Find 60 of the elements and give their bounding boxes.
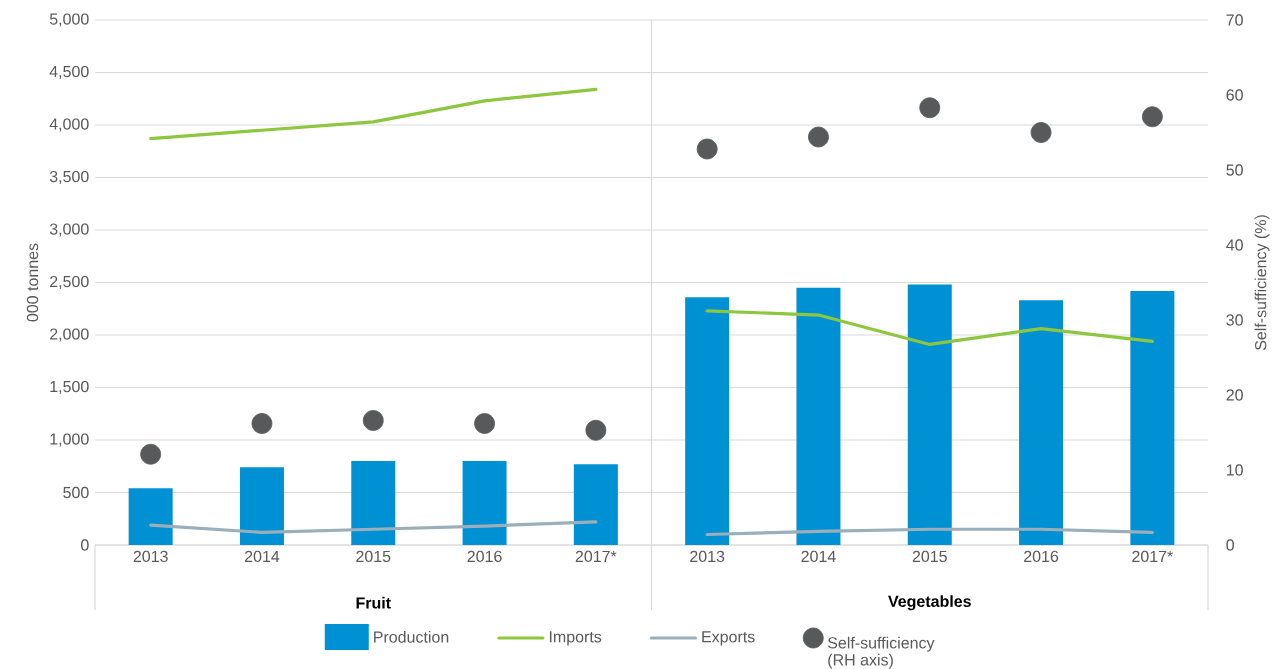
x-tick-label: 2015: [912, 550, 947, 563]
point: [808, 126, 829, 148]
x-tick-label: 2014: [244, 550, 280, 563]
bar: [796, 287, 841, 545]
y-tick-label: 2,500: [50, 275, 89, 290]
y-tick-label: 4,000: [49, 118, 89, 132]
line-series: [705, 309, 1154, 347]
point: [1030, 122, 1052, 143]
point: [140, 443, 162, 465]
line-series: [149, 87, 598, 141]
text: Vegetables: [888, 595, 971, 611]
y-tick-label: 500: [63, 486, 89, 499]
y2-tick-label: 50: [1226, 164, 1243, 176]
x-tick-label: 2016: [1024, 550, 1059, 563]
x-tick-label: 2015: [356, 550, 391, 563]
legend-label: Production: [374, 630, 449, 643]
y-tick-label: 2,000: [50, 328, 89, 342]
bar: [239, 467, 284, 545]
x-tick-label: 2014: [801, 550, 836, 563]
point: [362, 410, 384, 431]
y2-tick-label: 10: [1226, 464, 1243, 476]
y2-tick-label: 40: [1226, 239, 1243, 251]
y-tick-label: 1,500: [50, 380, 89, 395]
legend-label: Exports: [702, 631, 755, 646]
bar: [351, 460, 396, 545]
y2-tick-label: 60: [1226, 89, 1243, 101]
y2-tick-label: 20: [1226, 389, 1243, 401]
point: [251, 413, 273, 434]
text: Fruit: [356, 596, 391, 609]
x-tick-label: 2016: [467, 550, 502, 563]
y-tick-label: 3,500: [49, 170, 89, 185]
y-tick-label: 4,500: [49, 65, 89, 80]
point: [696, 138, 718, 160]
y2-tick-label: 70: [1226, 14, 1243, 26]
y-axis-title: 000 tonnes: [26, 243, 39, 322]
bar: [128, 488, 173, 545]
bar: [1019, 300, 1064, 545]
y-tick-label: 0: [81, 539, 89, 551]
bar: [907, 284, 952, 545]
x-tick-label: 2017*: [575, 550, 617, 563]
y2-tick-label: 30: [1226, 314, 1243, 326]
y2-axis-title: Self-sufficiency (%): [1254, 215, 1270, 351]
point: [919, 97, 941, 119]
legend-label: Imports: [549, 631, 602, 646]
x-tick-label: 2013: [133, 550, 168, 563]
bar: [1130, 290, 1175, 545]
point: [474, 413, 495, 434]
y-tick-label: 3,000: [49, 223, 89, 237]
point: [1141, 106, 1163, 128]
line-series: [149, 520, 598, 534]
bar: [462, 460, 507, 545]
y2-tick-label: 0: [1226, 539, 1235, 551]
bar: [685, 297, 730, 545]
x-tick-label: 2017*: [1132, 550, 1174, 563]
bar: [573, 464, 618, 545]
y-tick-label: 5,000: [49, 13, 89, 27]
x-tick-label: 2013: [690, 550, 725, 563]
legend-label: Self-sufficiency (RH axis): [827, 636, 935, 669]
y-tick-label: 1,000: [50, 433, 89, 447]
point: [585, 419, 607, 441]
